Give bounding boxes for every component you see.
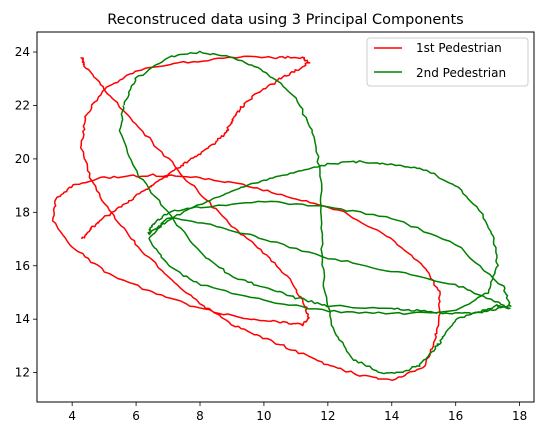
- x-tick-label: 12: [320, 409, 335, 423]
- legend-label-2nd-pedestrian: 2nd Pedestrian: [416, 66, 506, 80]
- y-tick-label: 16: [15, 259, 30, 273]
- x-tick-label: 4: [68, 409, 76, 423]
- x-tick-label: 6: [132, 409, 140, 423]
- x-tick-label: 14: [384, 409, 399, 423]
- y-tick-label: 24: [15, 45, 30, 59]
- x-tick-label: 10: [256, 409, 271, 423]
- chart-title: Reconstruced data using 3 Principal Comp…: [107, 12, 464, 28]
- y-tick-label: 14: [15, 312, 30, 326]
- legend: 1st Pedestrian 2nd Pedestrian: [366, 37, 529, 87]
- y-tick-label: 20: [15, 152, 30, 166]
- x-tick-label: 8: [196, 409, 204, 423]
- x-tick-label: 16: [448, 409, 463, 423]
- y-axis: 12 14 16 18 20 22 24: [15, 45, 37, 380]
- legend-label-1st-pedestrian: 1st Pedestrian: [416, 41, 502, 55]
- legend-box: [366, 37, 529, 87]
- series-line-1st-pedestrian: [51, 55, 441, 382]
- y-tick-label: 18: [15, 205, 30, 219]
- x-axis: 4 6 8 10 12 14 16 18: [68, 402, 527, 423]
- y-tick-label: 22: [15, 98, 30, 112]
- series-layer: [51, 50, 512, 382]
- x-tick-label: 18: [512, 409, 527, 423]
- series-line-2nd-pedestrian: [118, 50, 512, 375]
- axes-frame: [36, 31, 535, 403]
- y-tick-label: 12: [15, 366, 30, 380]
